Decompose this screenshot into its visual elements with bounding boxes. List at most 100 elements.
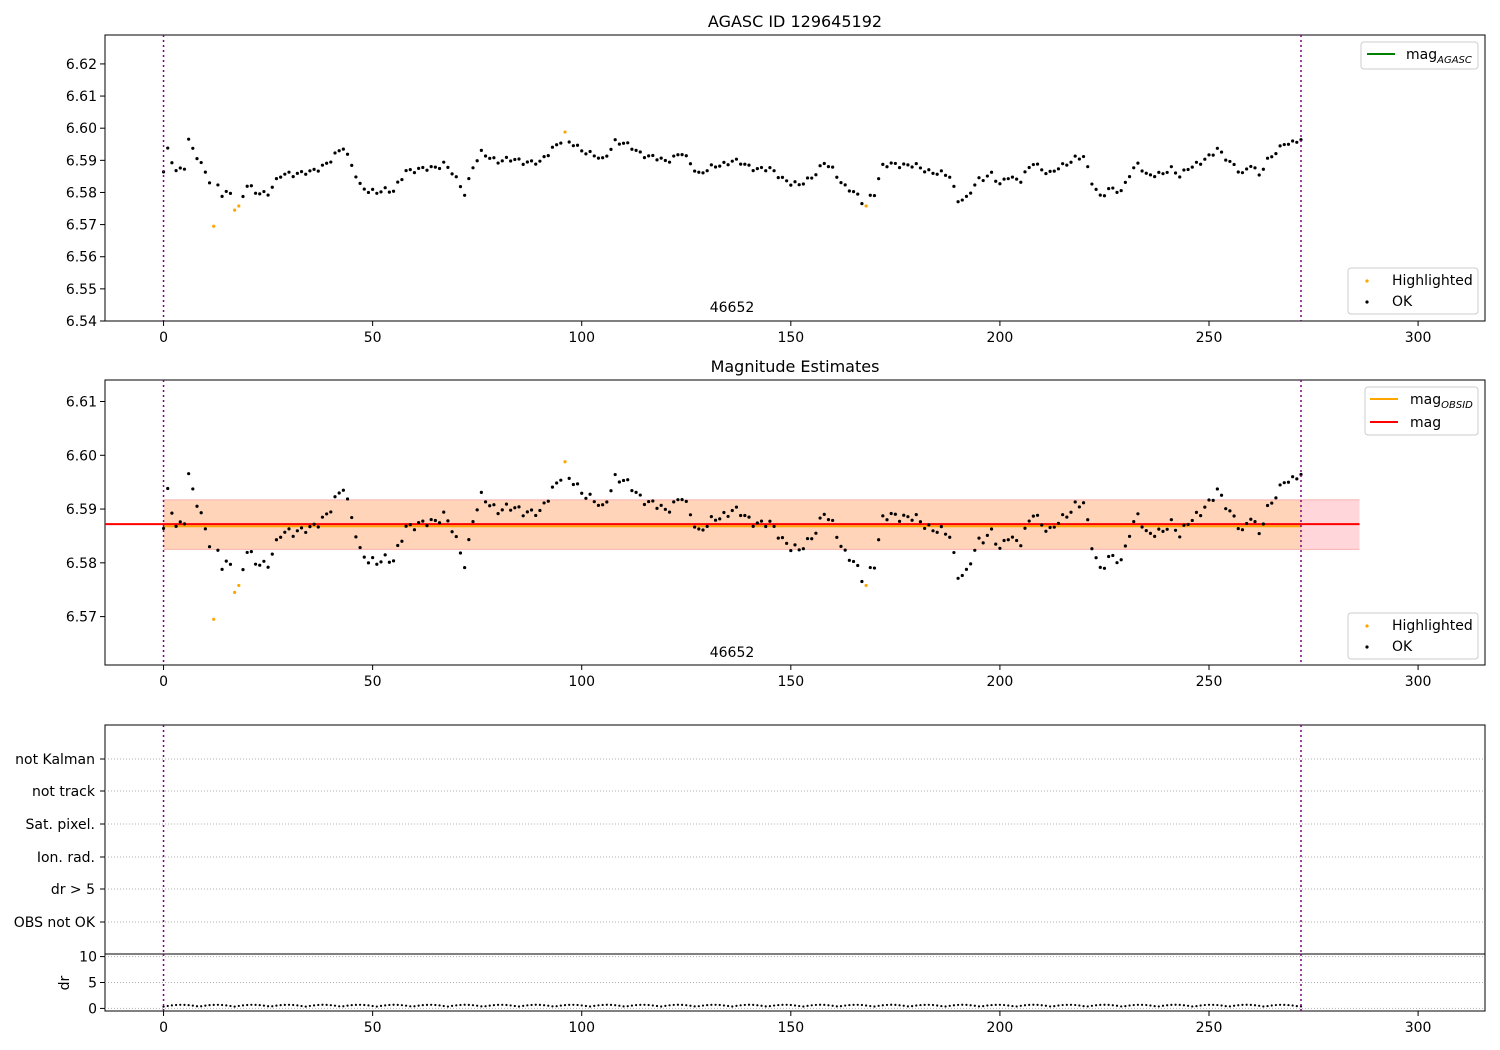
legend-ok-marker (1365, 645, 1369, 649)
ok-point (1081, 154, 1086, 159)
ok-point (688, 513, 693, 517)
dr-point (814, 1003, 818, 1007)
ok-point (1207, 153, 1211, 157)
dr-point (647, 1003, 650, 1007)
ok-point (1219, 493, 1224, 497)
ok-point (1169, 165, 1173, 169)
panel-flags-frame (104, 724, 1486, 955)
ok-point (1136, 512, 1140, 516)
dr-point (505, 1003, 508, 1007)
dr-point (1241, 1003, 1244, 1006)
ok-point (1123, 544, 1127, 548)
ok-point (1194, 160, 1199, 164)
ok-point (805, 536, 810, 541)
ok-point (1144, 529, 1148, 533)
ok-point (935, 172, 939, 176)
ok-point (789, 183, 793, 187)
ok-point (241, 568, 245, 572)
ok-point (442, 160, 446, 164)
ok-point (350, 163, 354, 167)
dr-point (559, 1004, 562, 1007)
ok-point (994, 179, 998, 183)
dr-point (1274, 1003, 1278, 1007)
ok-point (166, 486, 170, 491)
ok-point (718, 164, 722, 168)
ok-point (989, 527, 994, 531)
dr-point (162, 1005, 165, 1008)
ok-point (1073, 154, 1077, 158)
ok-point (383, 553, 387, 557)
xtick-label: 200 (987, 674, 1014, 690)
dr-point (346, 1004, 349, 1007)
ok-point (1119, 189, 1123, 193)
ok-point (609, 147, 613, 151)
ok-point (801, 182, 805, 186)
dr-point (1295, 1005, 1298, 1008)
ok-point (663, 158, 667, 163)
ok-point (371, 556, 375, 560)
dr-point (618, 1004, 621, 1007)
panel-flags-rows: not Kalman not track Sat. pixel. Ion. rad. d… (14, 752, 1485, 931)
ok-point (747, 515, 751, 519)
ok-point (408, 168, 412, 172)
ok-point (1111, 186, 1115, 190)
ok-point (337, 491, 341, 495)
flag-label: Ion. rad. (37, 850, 95, 866)
ok-point (203, 527, 207, 531)
dr-point (651, 1004, 654, 1007)
ok-point (860, 579, 864, 584)
ok-point (734, 157, 739, 161)
ok-point (960, 573, 964, 578)
ytick-label: 6.60 (66, 448, 97, 464)
ok-point (1265, 156, 1270, 160)
ok-point (743, 513, 747, 518)
ok-point (412, 171, 417, 175)
dr-point (338, 1005, 341, 1008)
dr-point (856, 1003, 859, 1006)
ok-point (684, 499, 688, 503)
ok-point (295, 171, 299, 175)
ok-point (488, 504, 492, 508)
ok-point (1173, 528, 1178, 532)
dr-point (1266, 1004, 1269, 1008)
ok-point (262, 559, 266, 563)
ok-point (1157, 527, 1161, 531)
dr-point (1270, 1004, 1273, 1007)
dr-point (1132, 1003, 1135, 1007)
ok-point (588, 149, 592, 154)
ok-point (354, 175, 358, 179)
ok-point (1069, 160, 1073, 164)
dr-point (752, 1003, 755, 1006)
ok-point (1299, 138, 1303, 142)
dr-point (1212, 1003, 1215, 1006)
dr-point (459, 1003, 462, 1007)
ok-point (1178, 535, 1182, 539)
ok-point (1127, 534, 1132, 538)
ok-point (964, 194, 969, 198)
ok-point (220, 194, 224, 198)
ok-point (224, 559, 228, 563)
dr-point (802, 1005, 805, 1008)
panel-agasc-title: AGASC ID 129645192 (708, 12, 882, 31)
ytick-label: 6.58 (66, 185, 97, 201)
ok-point (969, 191, 973, 195)
ok-point (1211, 153, 1215, 157)
dr-point (936, 1004, 939, 1007)
dr-point (388, 1003, 391, 1007)
ok-point (885, 165, 889, 169)
panel-dr-yticks: 0 5 10 (79, 950, 105, 1017)
panel-dr-points (162, 1003, 1303, 1008)
dr-point (271, 1005, 274, 1008)
ok-point (688, 162, 693, 166)
ok-point (1257, 531, 1261, 536)
ok-point (977, 536, 981, 540)
ok-point (1148, 531, 1153, 535)
ok-point (333, 495, 337, 499)
ok-point (826, 518, 831, 522)
ok-point (228, 191, 233, 195)
dr-point (806, 1004, 809, 1007)
ok-point (496, 512, 500, 516)
dr-point (1015, 1005, 1018, 1008)
ok-point (517, 157, 521, 161)
ok-point (1035, 513, 1040, 517)
